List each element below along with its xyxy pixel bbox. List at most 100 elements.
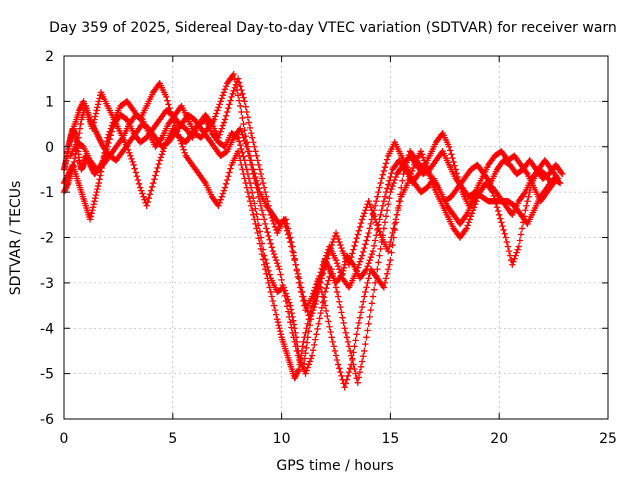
data-point [356,368,364,376]
data-point [377,231,384,238]
data-point [76,125,84,132]
data-point [302,329,309,336]
data-point [249,207,256,214]
data-point [275,263,282,270]
data-point [281,219,289,227]
data-point [362,207,369,214]
data-point [159,148,167,155]
data-point [274,315,281,323]
data-point [217,128,224,135]
data-point [334,293,342,300]
data-point [94,185,101,193]
data-point [249,161,256,169]
data-point [93,188,100,196]
data-point [377,211,384,219]
data-point [227,165,234,172]
data-point [255,161,262,169]
data-point [132,169,140,176]
data-point [253,152,260,160]
y-tick-label: 0 [45,140,54,156]
data-point [513,249,520,256]
data-point [408,167,416,175]
data-point [496,211,503,219]
data-point [465,219,472,226]
data-point [492,200,500,207]
data-point [237,157,244,164]
data-point [268,214,276,222]
data-point [290,252,297,259]
data-point [323,307,330,315]
data-point [363,334,370,341]
data-point [282,297,290,305]
data-point [355,261,363,268]
data-point [293,347,301,355]
data-point [391,220,398,228]
data-point [307,355,315,362]
data-point [382,213,390,220]
data-point [222,112,230,119]
data-point [163,93,170,101]
data-point [506,252,514,259]
data-point [378,207,385,214]
data-point [295,275,303,282]
data-point [330,343,338,350]
data-point [226,101,233,108]
data-point [336,238,343,246]
data-point [511,255,518,262]
data-point [258,175,266,182]
data-point [95,98,103,105]
data-point [456,181,464,188]
data-point [345,343,353,350]
data-point [360,248,367,256]
data-point [252,205,259,212]
data-point [311,303,318,311]
data-point [302,350,309,357]
data-point [251,170,258,177]
data-point [388,234,395,241]
data-point [238,161,245,169]
data-point [264,229,271,236]
data-point [362,241,369,248]
data-point [237,142,244,149]
data-point [268,244,276,251]
data-point [356,223,364,231]
data-point [329,270,336,277]
data-point [429,181,437,188]
data-point [427,175,434,182]
data-point [326,273,333,281]
data-point [390,225,397,232]
data-point [238,86,245,94]
data-point [396,198,404,205]
data-point [385,266,392,273]
data-point [505,247,513,255]
data-point [235,152,243,160]
data-point [94,104,101,111]
data-point [381,163,389,171]
data-point [373,219,380,226]
data-point [260,261,268,268]
data-point [383,156,391,163]
data-point [368,300,376,307]
data-point [389,229,396,237]
data-point [329,238,336,246]
data-point [256,240,264,247]
data-point [291,338,298,346]
data-point [152,172,159,179]
data-point [386,243,393,250]
data-point [256,166,264,173]
series-4 [67,70,557,391]
data-point [332,256,340,264]
data-point [521,213,528,220]
data-point [243,184,250,191]
data-point [309,346,317,354]
data-point [380,198,388,205]
data-point [301,297,308,304]
data-point [522,207,529,214]
data-point [498,219,505,226]
data-point [221,184,229,191]
data-point [275,322,282,329]
data-point [516,237,524,244]
data-point [308,309,316,317]
data-point [385,247,392,255]
